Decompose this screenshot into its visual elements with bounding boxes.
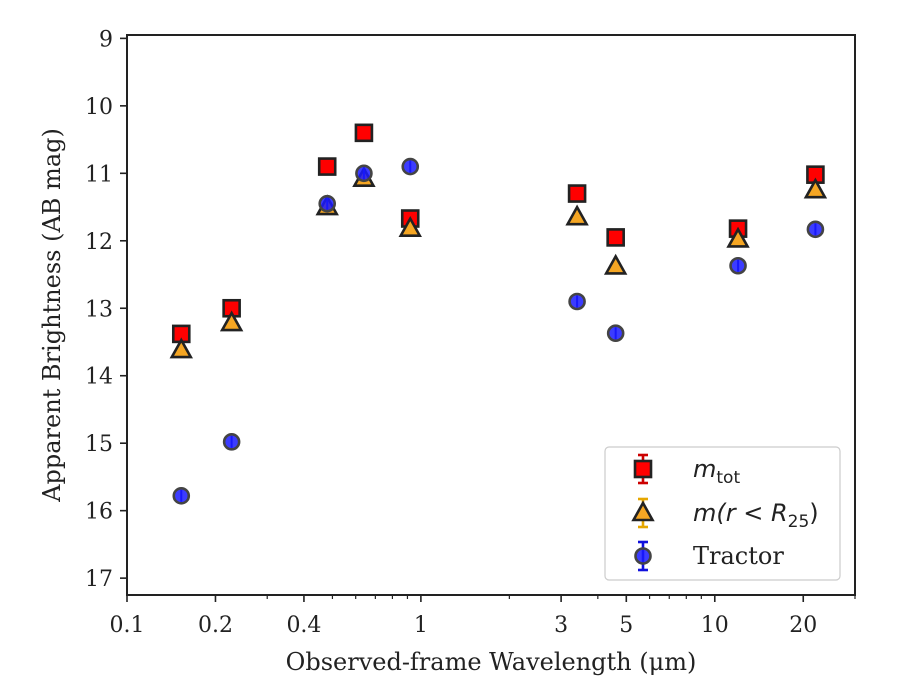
y-tick-label: 17 xyxy=(85,567,113,592)
data-marks xyxy=(169,123,828,505)
x-tick-label: 0.4 xyxy=(286,613,321,638)
data-point-tractor xyxy=(318,194,337,213)
x-tick-label: 0.1 xyxy=(110,613,145,638)
legend-marker-tractor xyxy=(634,540,652,572)
series-tractor xyxy=(172,157,825,505)
y-axis-label: Apparent Brightness (AB mag) xyxy=(38,128,66,503)
data-point-tractor xyxy=(568,292,586,311)
legend-box xyxy=(604,446,841,581)
y-tick-label: 10 xyxy=(85,95,113,120)
data-point-mr25 xyxy=(803,177,828,199)
data-point-tractor xyxy=(401,157,420,176)
legend-marker-mtot xyxy=(633,453,653,485)
x-tick-label: 0.2 xyxy=(198,613,233,638)
y-tick-label: 9 xyxy=(99,27,113,52)
x-tick-label: 5 xyxy=(619,613,633,638)
legend-marker-mr25 xyxy=(631,497,655,529)
data-point-mtot xyxy=(606,228,625,247)
plot-frame xyxy=(126,34,856,596)
x-axis-label: Observed-frame Wavelength (μm) xyxy=(286,648,697,676)
data-point-tractor xyxy=(606,324,625,343)
data-point-mr25 xyxy=(565,204,589,226)
data-point-mr25 xyxy=(169,337,193,359)
series-mtot xyxy=(171,123,825,344)
data-point-mtot xyxy=(567,184,587,203)
x-tick-label: 1 xyxy=(414,613,428,638)
y-tick-label: 13 xyxy=(85,297,113,322)
data-point-tractor xyxy=(806,220,825,239)
y-tick-label: 12 xyxy=(85,230,113,255)
legend-label-mr25: m(r < R25) xyxy=(693,499,819,532)
x-tick-label: 3 xyxy=(554,613,568,638)
data-point-mr25 xyxy=(603,253,628,275)
legend-symbol xyxy=(633,459,653,479)
y-tick-label: 11 xyxy=(85,162,113,187)
x-tick-label: 10 xyxy=(701,613,729,638)
data-point-tractor xyxy=(355,164,373,183)
data-point-mr25 xyxy=(219,310,244,332)
legend-label-tractor: Tractor xyxy=(693,542,784,570)
legend-label-mtot: mtot xyxy=(693,455,740,488)
data-point-mtot xyxy=(317,157,337,176)
legend-symbol xyxy=(631,500,655,522)
legend: mtot m(r < R25) Tractor xyxy=(604,446,841,581)
y-tick-label: 14 xyxy=(85,365,113,390)
legend-symbol xyxy=(634,547,652,565)
data-point-mr25 xyxy=(398,215,422,237)
data-point-tractor xyxy=(222,433,241,451)
data-point-mr25 xyxy=(726,226,750,248)
data-point-tractor xyxy=(729,256,747,275)
y-tick-label: 16 xyxy=(85,500,113,525)
y-tick-label: 15 xyxy=(85,432,113,457)
data-point-mtot xyxy=(354,123,374,143)
series-mr25 xyxy=(169,166,828,359)
x-tick-label: 20 xyxy=(789,613,817,638)
data-point-tractor xyxy=(172,487,191,505)
